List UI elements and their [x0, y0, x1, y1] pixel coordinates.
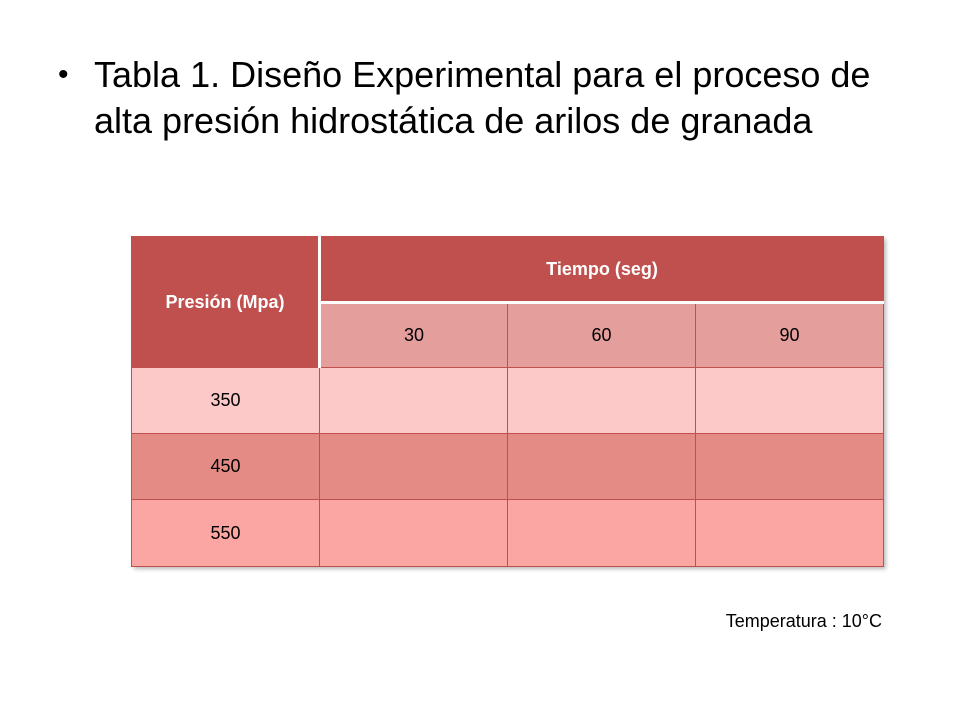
tiempo-header: Tiempo (seg)	[318, 236, 885, 304]
slide-title: Tabla 1. Diseño Experimental para el pro…	[94, 54, 871, 141]
table-cell	[694, 499, 885, 567]
table-row: 550	[131, 499, 885, 567]
temperature-note: Temperatura : 10°C	[725, 611, 882, 631]
tiempo-value-60: 60	[507, 302, 696, 368]
table-cell	[319, 433, 508, 500]
table-cell	[319, 367, 508, 434]
table-cell	[319, 499, 508, 567]
bullet-icon: •	[58, 58, 69, 91]
tiempo-value-30: 30	[319, 302, 508, 368]
table-row: 450	[131, 433, 885, 500]
table-cell	[507, 499, 696, 567]
bullet-item: • Tabla 1. Diseño Experimental para el p…	[58, 52, 898, 144]
table-cell	[507, 433, 696, 500]
presion-value: 450	[131, 433, 320, 500]
presion-value: 550	[131, 499, 320, 567]
table-cell	[507, 367, 696, 434]
table-cell	[694, 367, 885, 434]
presion-value: 350	[131, 367, 320, 434]
experimental-design-table: Presión (Mpa) Tiempo (seg) 30 60 90 350 …	[131, 236, 885, 567]
tiempo-value-90: 90	[694, 302, 885, 368]
table-row: 350	[131, 367, 885, 434]
table-cell	[694, 433, 885, 500]
presion-header: Presión (Mpa)	[131, 236, 321, 368]
